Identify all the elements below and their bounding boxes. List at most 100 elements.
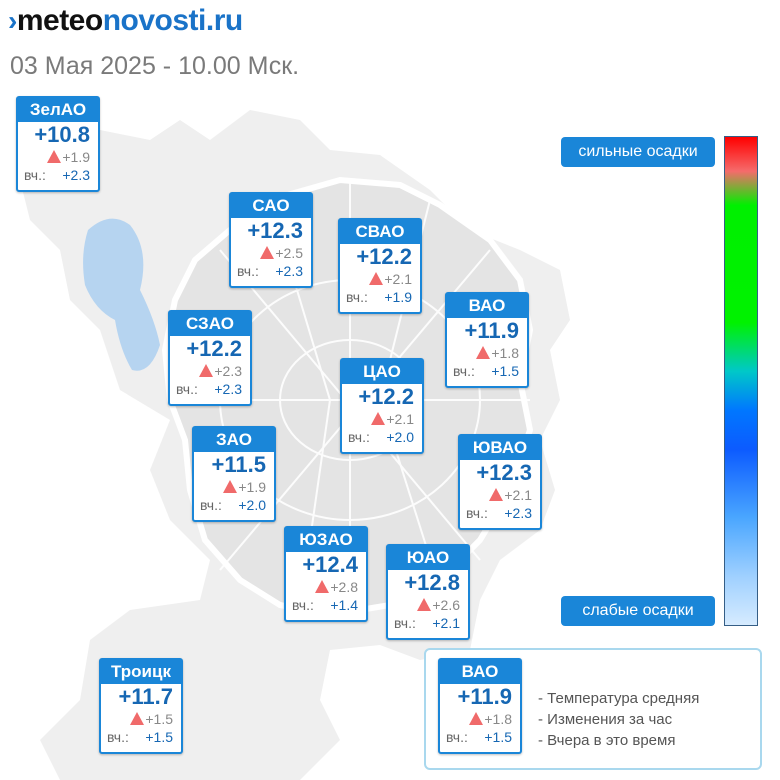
yesterday-label: вч.: (453, 363, 475, 379)
district-card[interactable]: ВАО +11.9 +1.8 вч.: +1.5 (445, 292, 529, 388)
hourly-change: +1.8 (440, 710, 520, 728)
district-card[interactable]: ЮВАО +12.3 +2.1 вч.: +2.3 (458, 434, 542, 530)
yesterday-value: +2.3 (275, 263, 303, 279)
yesterday-value: +1.5 (145, 729, 173, 745)
temperature-value: +12.3 (476, 460, 532, 485)
yesterday-label: вч.: (24, 167, 46, 183)
change-up-icon (476, 346, 491, 359)
legend-sample-card[interactable]: ВАО +11.9 +1.8 вч.: +1.5 (438, 658, 522, 754)
change-up-icon (223, 480, 238, 493)
hourly-change-value: +2.5 (275, 245, 303, 261)
temperature-value: +12.2 (186, 336, 242, 361)
temperature-value: +11.9 (457, 684, 512, 709)
yesterday-label: вч.: (237, 263, 259, 279)
yesterday-value: +2.3 (214, 381, 242, 397)
district-card[interactable]: САО +12.3 +2.5 вч.: +2.3 (229, 192, 313, 288)
yesterday-value: +2.3 (504, 505, 532, 521)
temperature-value: +12.2 (356, 244, 412, 269)
district-name: Троицк (101, 660, 181, 684)
legend-line-yesterday: - Вчера в это время (538, 732, 676, 749)
yesterday-value: +1.5 (484, 729, 512, 745)
hourly-change: +2.5 (231, 244, 311, 262)
yesterday-row: вч.: +2.0 (194, 496, 274, 514)
district-name: ЗелАО (18, 98, 98, 122)
yesterday-label: вч.: (394, 615, 416, 631)
yesterday-row: вч.: +1.9 (340, 288, 420, 306)
temperature-value: +11.5 (211, 452, 266, 477)
yesterday-value: +2.3 (62, 167, 90, 183)
yesterday-row: вч.: +1.4 (286, 596, 366, 614)
hourly-change-value: +2.6 (432, 597, 460, 613)
district-card[interactable]: Троицк +11.7 +1.5 вч.: +1.5 (99, 658, 183, 754)
yesterday-label: вч.: (200, 497, 222, 513)
district-name: ЮЗАО (286, 528, 366, 552)
change-up-icon (315, 580, 330, 593)
hourly-change: +2.1 (342, 410, 422, 428)
temperature-value: +12.3 (247, 218, 303, 243)
yesterday-value: +1.9 (384, 289, 412, 305)
legend-line-temp: - Температура средняя (538, 690, 700, 707)
legend-weak-precip-label: слабые осадки (561, 596, 715, 626)
logo-text-meteo: meteo (16, 4, 103, 37)
hourly-change: +2.3 (170, 362, 250, 380)
hourly-change-value: +2.1 (386, 411, 414, 427)
legend-line-change: - Изменения за час (538, 711, 673, 728)
yesterday-value: +2.0 (386, 429, 414, 445)
district-name: ЗАО (194, 428, 274, 452)
hourly-change: +1.8 (447, 344, 527, 362)
district-card[interactable]: ЮЗАО +12.4 +2.8 вч.: +1.4 (284, 526, 368, 622)
district-name: ЦАО (342, 360, 422, 384)
site-logo[interactable]: ›meteonovosti.ru (8, 4, 243, 38)
hourly-change-value: +1.5 (145, 711, 173, 727)
change-up-icon (417, 598, 432, 611)
change-up-icon (130, 712, 145, 725)
change-up-icon (469, 712, 484, 725)
change-up-icon (199, 364, 214, 377)
yesterday-value: +1.4 (330, 597, 358, 613)
yesterday-label: вч.: (346, 289, 368, 305)
logo-text-novosti: novosti.ru (102, 4, 244, 37)
yesterday-label: вч.: (348, 429, 370, 445)
hourly-change-value: +2.8 (330, 579, 358, 595)
district-card[interactable]: СВАО +12.2 +2.1 вч.: +1.9 (338, 218, 422, 314)
district-name: ЮАО (388, 546, 468, 570)
district-name: ЮВАО (460, 436, 540, 460)
yesterday-row: вч.: +2.0 (342, 428, 422, 446)
yesterday-row: вч.: +2.3 (170, 380, 250, 398)
precipitation-area (83, 218, 160, 371)
hourly-change-value: +2.1 (384, 271, 412, 287)
district-name: СЗАО (170, 312, 250, 336)
temperature-value: +11.9 (464, 318, 519, 343)
logo-mark-icon: › (8, 5, 17, 36)
district-name: САО (231, 194, 311, 218)
yesterday-value: +2.0 (238, 497, 266, 513)
change-up-icon (369, 272, 384, 285)
hourly-change: +2.1 (460, 486, 540, 504)
temperature-value: +11.7 (118, 684, 173, 709)
hourly-change: +1.9 (194, 478, 274, 496)
timestamp-subtitle: 03 Мая 2025 - 10.00 Мск. (10, 52, 300, 80)
yesterday-row: вч.: +1.5 (440, 728, 520, 746)
district-card[interactable]: ЦАО +12.2 +2.1 вч.: +2.0 (340, 358, 424, 454)
change-up-icon (489, 488, 504, 501)
district-name: ВАО (447, 294, 527, 318)
district-name: ВАО (440, 660, 520, 684)
yesterday-row: вч.: +1.5 (101, 728, 181, 746)
district-card[interactable]: СЗАО +12.2 +2.3 вч.: +2.3 (168, 310, 252, 406)
yesterday-label: вч.: (466, 505, 488, 521)
yesterday-row: вч.: +2.3 (18, 166, 98, 184)
precipitation-color-scale (724, 136, 758, 626)
hourly-change: +2.6 (388, 596, 468, 614)
temperature-value: +12.2 (358, 384, 414, 409)
district-card[interactable]: ЮАО +12.8 +2.6 вч.: +2.1 (386, 544, 470, 640)
district-card[interactable]: ЗАО +11.5 +1.9 вч.: +2.0 (192, 426, 276, 522)
hourly-change-value: +1.9 (62, 149, 90, 165)
yesterday-row: вч.: +2.3 (231, 262, 311, 280)
district-card[interactable]: ЗелАО +10.8 +1.9 вч.: +2.3 (16, 96, 100, 192)
yesterday-row: вч.: +1.5 (447, 362, 527, 380)
hourly-change: +2.1 (340, 270, 420, 288)
district-name: СВАО (340, 220, 420, 244)
hourly-change: +1.9 (18, 148, 98, 166)
hourly-change-value: +1.9 (238, 479, 266, 495)
yesterday-label: вч.: (292, 597, 314, 613)
